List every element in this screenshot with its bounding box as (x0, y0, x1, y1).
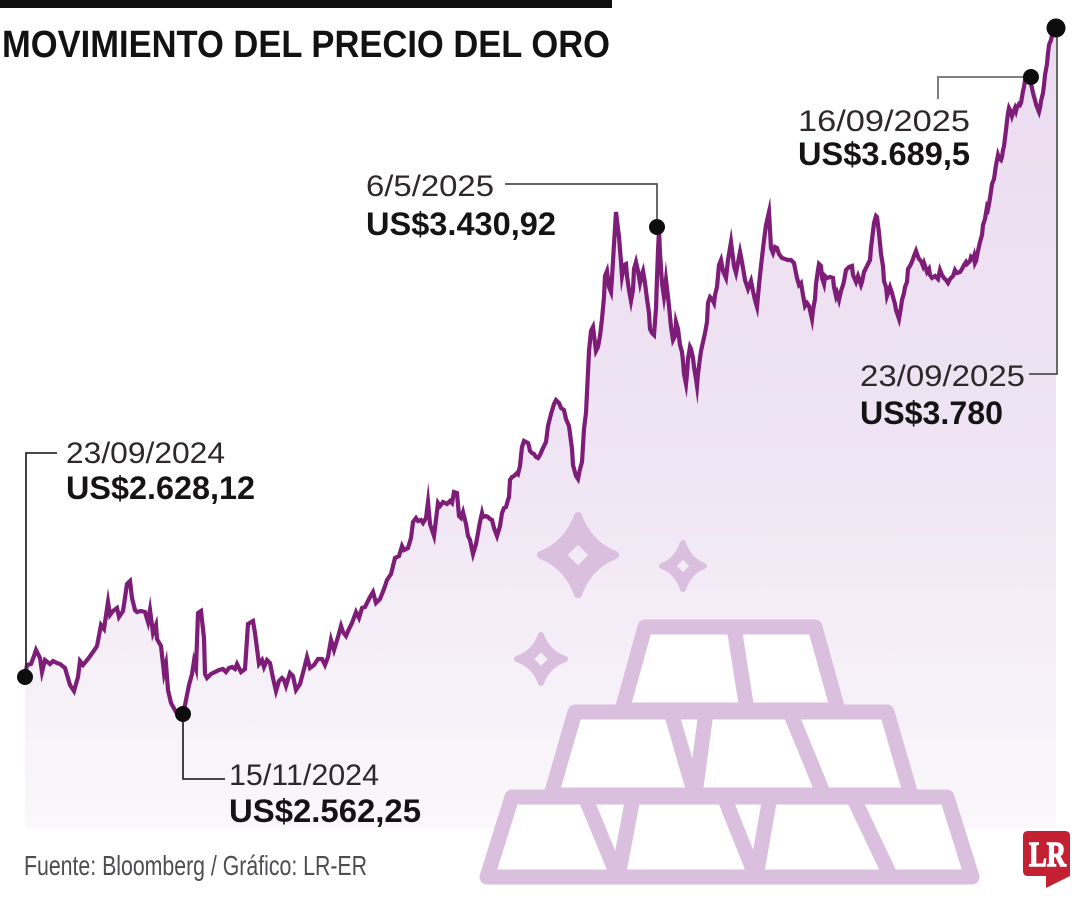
svg-text:US$3.689,5: US$3.689,5 (798, 136, 970, 172)
svg-text:US$3.780: US$3.780 (860, 395, 1003, 431)
svg-text:US$3.430,92: US$3.430,92 (366, 206, 556, 242)
svg-text:Fuente: Bloomberg / Gráfico: L: Fuente: Bloomberg / Gráfico: LR-ER (24, 850, 367, 881)
svg-text:23/09/2024: 23/09/2024 (66, 437, 225, 470)
svg-text:16/09/2025: 16/09/2025 (798, 105, 970, 138)
svg-text:23/09/2025: 23/09/2025 (860, 360, 1025, 393)
svg-text:LR: LR (1029, 835, 1067, 874)
svg-text:MOVIMIENTO DEL PRECIO DEL ORO: MOVIMIENTO DEL PRECIO DEL ORO (2, 24, 610, 66)
svg-text:US$2.562,25: US$2.562,25 (229, 793, 421, 829)
svg-text:6/5/2025: 6/5/2025 (366, 170, 494, 203)
svg-text:US$2.628,12: US$2.628,12 (66, 470, 255, 506)
svg-text:15/11/2024: 15/11/2024 (229, 759, 379, 792)
